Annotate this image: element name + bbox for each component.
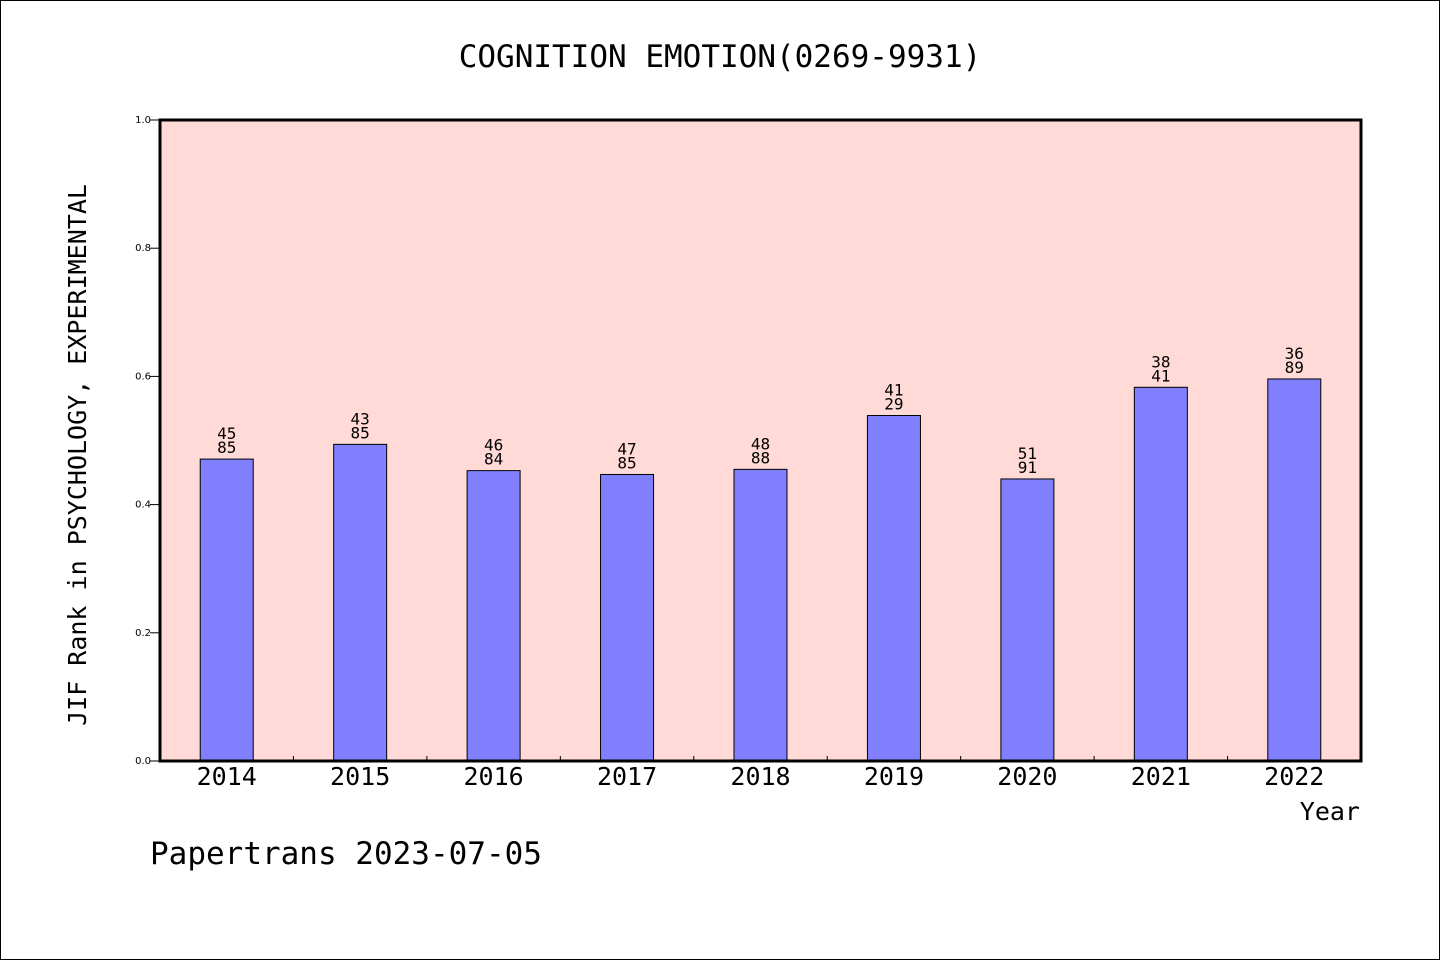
y-tick-label: 0.0 (135, 756, 151, 767)
bar (600, 473, 655, 762)
bar-label-top: 41 (884, 381, 903, 400)
chart-title: COGNITION EMOTION(0269-9931) (459, 39, 982, 75)
x-tick-label: 2014 (197, 762, 257, 791)
bar-label-bottom: 84 (484, 450, 503, 469)
bar-label-top: 43 (351, 409, 370, 428)
y-axis: 0.0 0.2 0.4 0.6 0.8 1.0 (135, 115, 160, 767)
bar-label-bottom: 85 (217, 438, 236, 457)
bar (333, 443, 388, 762)
bar-label-bottom: 91 (1018, 458, 1037, 477)
bar (1267, 378, 1322, 762)
bar (1133, 386, 1188, 762)
x-tick-label: 2018 (730, 762, 790, 791)
x-axis-label: Year (1300, 797, 1360, 826)
footer-note: Papertrans 2023-07-05 (150, 836, 542, 872)
bar-label-top: 47 (617, 439, 636, 458)
bar-label-top: 36 (1285, 344, 1304, 363)
bar-label-top: 48 (751, 434, 770, 453)
x-tick-label: 2020 (997, 762, 1057, 791)
plot-border (158, 118, 1363, 763)
bar (466, 470, 521, 762)
bar-label-top: 51 (1018, 444, 1037, 463)
x-tick-label: 2015 (330, 762, 390, 791)
bar-label-bottom: 88 (751, 448, 770, 467)
bar (199, 458, 254, 762)
bar (866, 415, 921, 762)
y-axis-label: JIF Rank in PSYCHOLOGY, EXPERIMENTAL (63, 184, 92, 726)
y-tick-label: 0.6 (135, 371, 151, 382)
bar (733, 468, 788, 762)
x-tick-label: 2022 (1264, 762, 1324, 791)
bar-label-bottom: 89 (1285, 358, 1304, 377)
y-tick-label: 0.4 (135, 500, 151, 511)
y-tick-label: 1.0 (135, 115, 151, 126)
y-tick-label: 0.8 (135, 243, 151, 254)
x-axis: 2014 2015 2016 2017 2018 2019 2020 2021 2022 (197, 756, 1324, 791)
bar (1000, 478, 1055, 762)
bar-label-bottom: 41 (1151, 366, 1170, 385)
bar-label-top: 45 (217, 424, 236, 443)
bar-label-bottom: 85 (617, 453, 636, 472)
x-tick-label: 2017 (597, 762, 657, 791)
bar-label-top: 38 (1151, 352, 1170, 371)
y-tick-label: 0.2 (135, 628, 151, 639)
x-tick-label: 2021 (1131, 762, 1191, 791)
bar-label-bottom: 29 (884, 395, 903, 414)
bar-label-top: 46 (484, 436, 503, 455)
bar-label-bottom: 85 (351, 423, 370, 442)
x-tick-label: 2016 (464, 762, 524, 791)
x-tick-label: 2019 (864, 762, 924, 791)
